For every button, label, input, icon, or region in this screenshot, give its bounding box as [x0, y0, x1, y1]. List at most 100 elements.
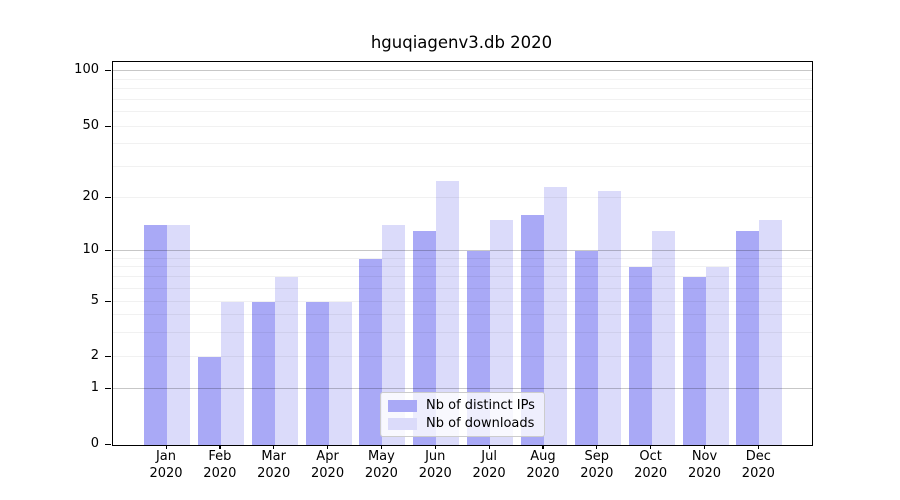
y-tick-mark: [105, 443, 111, 445]
minor-gridline: [113, 257, 812, 259]
legend-swatch-distinct-ips: [388, 399, 417, 412]
minor-gridline: [113, 165, 812, 167]
x-tick-year: 2020: [634, 465, 668, 481]
x-tick-year: 2020: [472, 465, 506, 481]
minor-gridline: [113, 88, 812, 90]
minor-gridline: [113, 197, 812, 198]
y-tick-label: 2: [90, 348, 99, 363]
x-tick-mark: [488, 445, 490, 449]
bar: [574, 251, 598, 445]
legend-item-downloads: Nb of downloads: [388, 416, 535, 431]
legend-item-distinct-ips: Nb of distinct IPs: [388, 398, 535, 413]
x-tick-mark: [273, 445, 275, 449]
x-tick-mark: [165, 445, 167, 449]
x-tick-month: Feb: [208, 449, 232, 464]
x-tick-label: Jan 2020: [134, 449, 198, 482]
chart-title: hguqiagenv3.db 2020: [370, 33, 553, 52]
y-tick-label: 0: [90, 436, 99, 451]
x-tick-month: Mar: [261, 449, 286, 464]
y-tick-mark: [105, 196, 111, 198]
bar: [682, 277, 706, 445]
y-tick-mark: [105, 355, 111, 357]
y-tick-mark: [105, 300, 111, 302]
bar: [520, 215, 544, 445]
x-tick-label: Aug 2020: [511, 449, 575, 482]
x-tick-year: 2020: [203, 465, 237, 481]
x-tick-year: 2020: [526, 465, 560, 481]
y-tick-mark: [105, 387, 111, 389]
x-tick-month: Jul: [481, 449, 497, 464]
x-tick-month: Oct: [639, 449, 662, 464]
x-tick-year: 2020: [580, 465, 614, 481]
bar: [628, 267, 652, 445]
legend-swatch-downloads: [388, 417, 417, 430]
x-tick-label: Jun 2020: [403, 449, 467, 482]
bar: [651, 230, 675, 445]
minor-gridline: [113, 143, 812, 145]
x-tick-month: Jun: [425, 449, 446, 464]
minor-gridline: [113, 98, 812, 100]
bar: [274, 277, 298, 445]
x-tick-label: Sep 2020: [565, 449, 629, 482]
y-tick-label: 5: [90, 293, 99, 308]
bar: [543, 187, 567, 445]
x-tick-label: Jul 2020: [457, 449, 521, 482]
x-tick-mark: [219, 445, 221, 449]
x-tick-mark: [596, 445, 598, 449]
bar: [328, 302, 352, 445]
x-tick-label: Oct 2020: [619, 449, 683, 482]
y-tick-mark: [105, 249, 111, 251]
x-tick-year: 2020: [149, 465, 183, 481]
x-tick-mark: [650, 445, 652, 449]
x-tick-year: 2020: [364, 465, 398, 481]
legend-label: Nb of distinct IPs: [426, 398, 535, 413]
x-tick-mark: [704, 445, 706, 449]
x-tick-mark: [542, 445, 544, 449]
x-tick-year: 2020: [257, 465, 291, 481]
x-tick-month: Sep: [584, 449, 610, 464]
x-tick-year: 2020: [311, 465, 345, 481]
x-tick-month: Nov: [691, 449, 718, 464]
x-tick-month: Jan: [155, 449, 177, 464]
x-tick-label: Feb 2020: [188, 449, 252, 482]
x-tick-year: 2020: [687, 465, 722, 481]
x-tick-label: Apr 2020: [296, 449, 360, 482]
bar: [490, 220, 514, 445]
bar: [759, 220, 783, 445]
x-tick-mark: [380, 445, 383, 449]
x-tick-month: Apr: [316, 449, 339, 464]
major-gridline: [113, 70, 812, 71]
x-tick-year: 2020: [741, 465, 775, 481]
x-tick-year: 2020: [418, 465, 452, 481]
bar: [167, 225, 190, 445]
bar: [305, 302, 329, 445]
x-tick-label: May 2020: [349, 449, 413, 482]
bar: [597, 190, 621, 445]
y-tick-label: 10: [82, 242, 99, 257]
y-tick-label: 50: [82, 118, 99, 133]
x-tick-month: Dec: [745, 449, 771, 464]
x-tick-label: Mar 2020: [242, 449, 306, 482]
x-tick-month: May: [367, 449, 395, 464]
x-tick-mark: [434, 445, 436, 449]
bar: [251, 302, 275, 445]
y-tick-mark: [105, 125, 111, 127]
y-tick-label: 20: [82, 189, 99, 204]
bar: [220, 302, 244, 445]
bar: [736, 230, 760, 445]
bar: [436, 180, 460, 445]
x-tick-label: Nov 2020: [673, 449, 737, 482]
bar: [382, 225, 406, 445]
legend-label: Nb of downloads: [426, 416, 535, 431]
minor-gridline: [113, 111, 812, 113]
minor-gridline: [113, 78, 812, 80]
bar: [413, 230, 437, 445]
x-tick-mark: [327, 445, 329, 449]
y-tick-label: 100: [74, 62, 99, 77]
major-gridline: [113, 250, 812, 251]
legend: Nb of distinct IPs Nb of downloads: [380, 392, 545, 437]
x-tick-mark: [757, 445, 760, 449]
bar: [359, 258, 383, 445]
y-tick-mark: [105, 69, 111, 71]
